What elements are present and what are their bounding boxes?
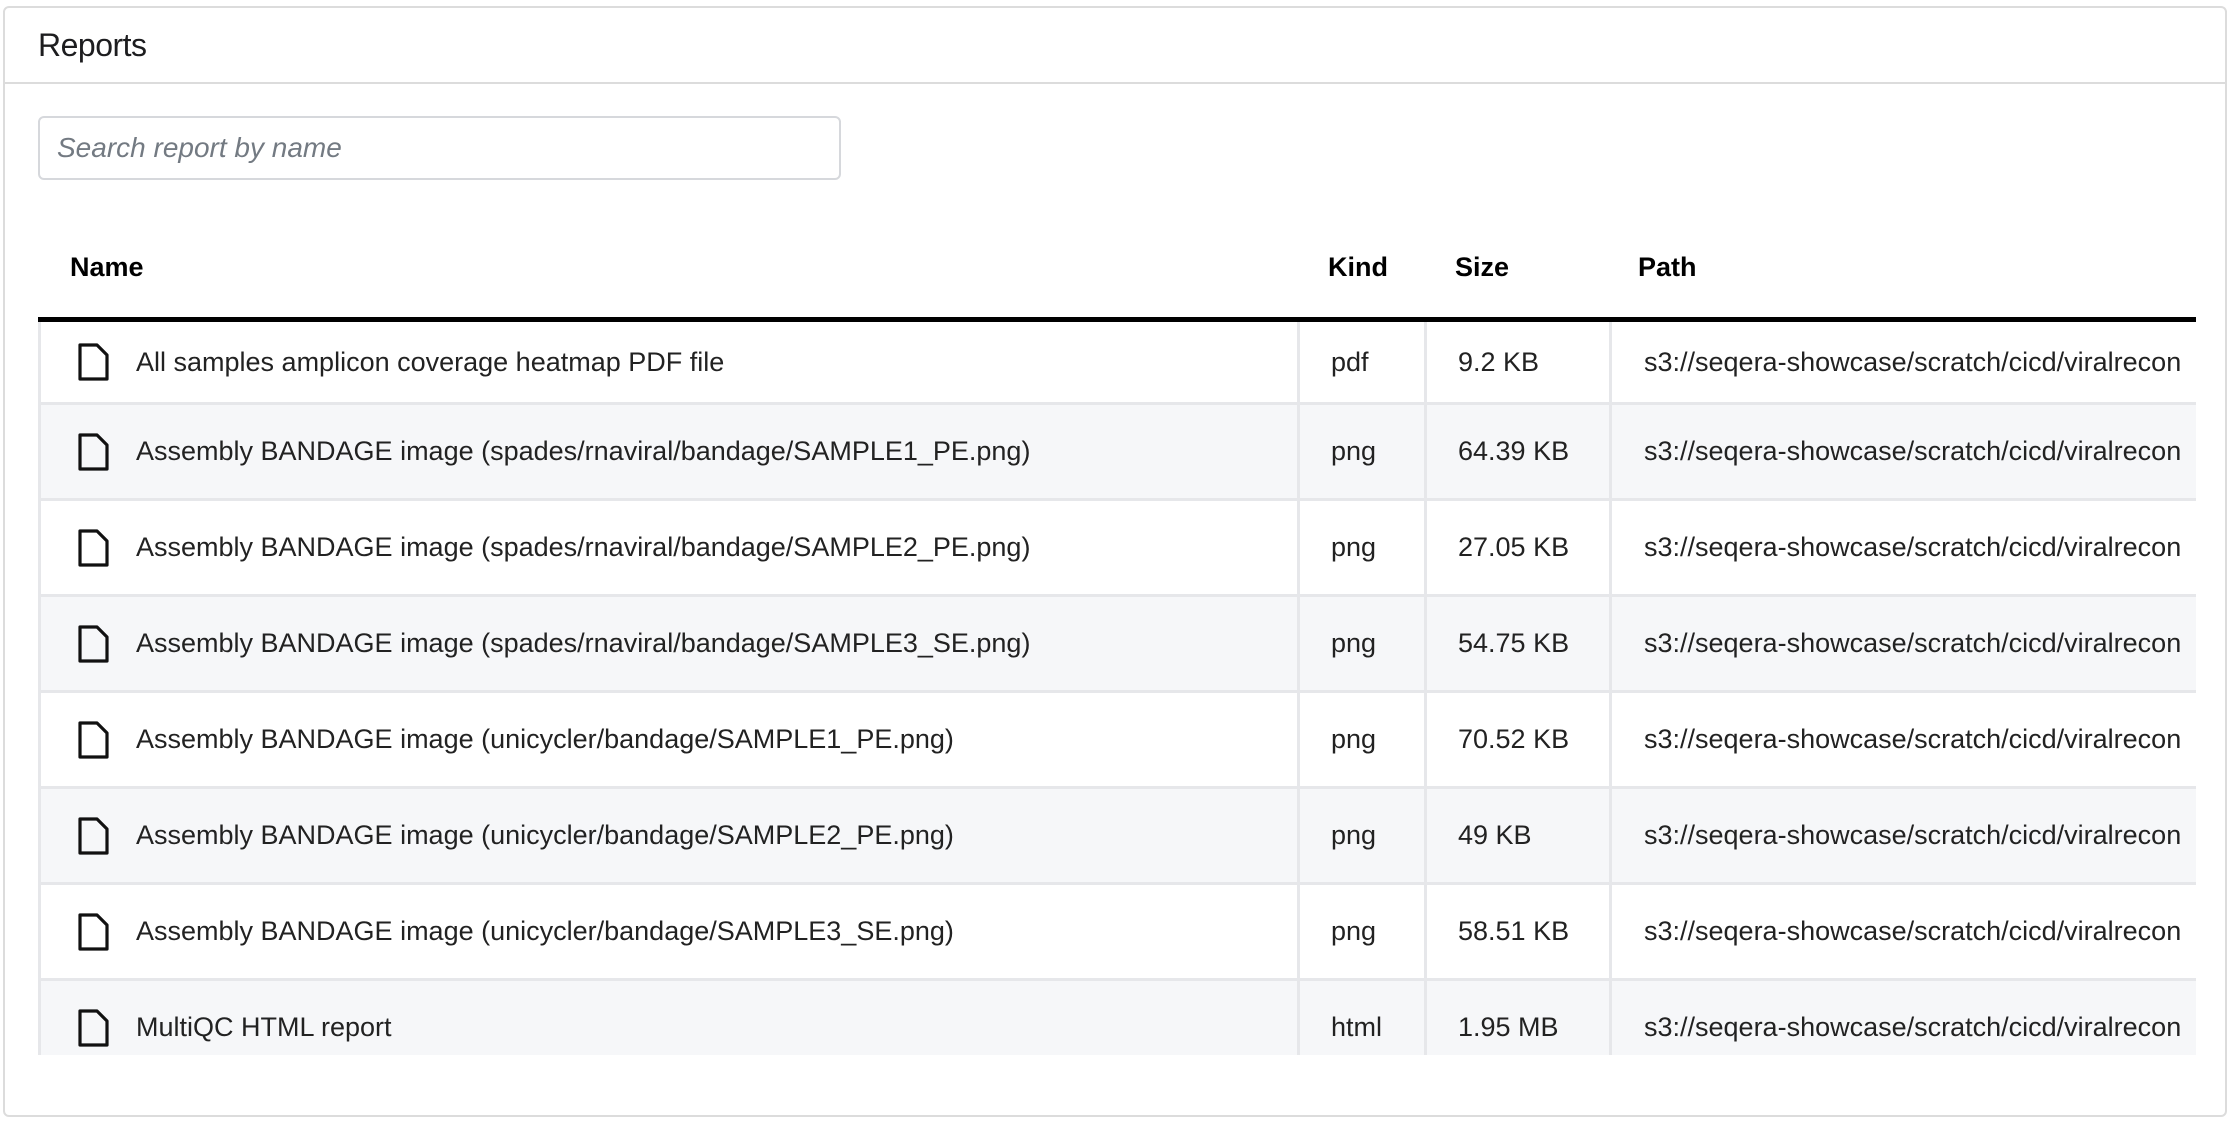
cell-size: 64.39 KB xyxy=(1424,405,1609,498)
cell-name[interactable]: MultiQC HTML report xyxy=(41,981,1297,1055)
cell-name[interactable]: Assembly BANDAGE image (unicycler/bandag… xyxy=(41,885,1297,978)
cell-path: s3://seqera-showcase/scratch/cicd/viralr… xyxy=(1609,789,2196,882)
cell-kind: png xyxy=(1297,597,1424,690)
cell-name[interactable]: Assembly BANDAGE image (spades/rnaviral/… xyxy=(41,405,1297,498)
cell-size: 49 KB xyxy=(1424,789,1609,882)
cell-kind: pdf xyxy=(1297,322,1424,402)
table-row[interactable]: Assembly BANDAGE image (spades/rnaviral/… xyxy=(38,501,2196,597)
table-row[interactable]: MultiQC HTML report html 1.95 MB s3://seqer… xyxy=(38,981,2196,1055)
column-header-kind[interactable]: Kind xyxy=(1328,252,1388,282)
report-name[interactable]: MultiQC HTML report xyxy=(136,1012,392,1042)
panel-title: Reports xyxy=(38,26,147,63)
cell-kind: html xyxy=(1297,981,1424,1055)
file-icon xyxy=(78,720,109,759)
cell-size: 9.2 KB xyxy=(1424,322,1609,402)
file-icon xyxy=(78,528,109,567)
report-name[interactable]: Assembly BANDAGE image (unicycler/bandag… xyxy=(136,916,954,946)
report-name[interactable]: Assembly BANDAGE image (unicycler/bandag… xyxy=(136,724,954,754)
cell-name[interactable]: Assembly BANDAGE image (unicycler/bandag… xyxy=(41,693,1297,786)
cell-size: 70.52 KB xyxy=(1424,693,1609,786)
report-name[interactable]: All samples amplicon coverage heatmap PD… xyxy=(136,346,725,377)
file-icon xyxy=(78,912,109,951)
report-name[interactable]: Assembly BANDAGE image (spades/rnaviral/… xyxy=(136,628,1031,658)
cell-kind: png xyxy=(1297,789,1424,882)
report-name[interactable]: Assembly BANDAGE image (spades/rnaviral/… xyxy=(136,436,1031,466)
column-header-size[interactable]: Size xyxy=(1455,252,1510,282)
cell-name[interactable]: Assembly BANDAGE image (spades/rnaviral/… xyxy=(41,501,1297,594)
table-header: Name Kind Size Path xyxy=(38,218,2196,322)
cell-size: 58.51 KB xyxy=(1424,885,1609,978)
cell-path: s3://seqera-showcase/scratch/cicd/viralr… xyxy=(1609,693,2196,786)
file-icon xyxy=(78,432,109,471)
table-row[interactable]: Assembly BANDAGE image (unicycler/bandag… xyxy=(38,885,2196,981)
cell-path: s3://seqera-showcase/scratch/cicd/viralr… xyxy=(1609,501,2196,594)
cell-kind: png xyxy=(1297,885,1424,978)
cell-kind: png xyxy=(1297,405,1424,498)
cell-size: 27.05 KB xyxy=(1424,501,1609,594)
cell-path: s3://seqera-showcase/scratch/cicd/viralr… xyxy=(1609,405,2196,498)
file-icon xyxy=(78,624,109,663)
cell-path: s3://seqera-showcase/scratch/cicd/viralr… xyxy=(1609,885,2196,978)
cell-path: s3://seqera-showcase/scratch/cicd/viralr… xyxy=(1609,322,2196,402)
file-icon xyxy=(78,816,109,855)
table-row[interactable]: Assembly BANDAGE image (spades/rnaviral/… xyxy=(38,597,2196,693)
table-row[interactable]: Assembly BANDAGE image (unicycler/bandag… xyxy=(38,789,2196,885)
cell-path: s3://seqera-showcase/scratch/cicd/viralr… xyxy=(1609,597,2196,690)
report-name[interactable]: Assembly BANDAGE image (spades/rnaviral/… xyxy=(136,532,1031,562)
cell-size: 1.95 MB xyxy=(1424,981,1609,1055)
table-row[interactable]: Assembly BANDAGE image (spades/rnaviral/… xyxy=(38,405,2196,501)
cell-size: 54.75 KB xyxy=(1424,597,1609,690)
table-body: All samples amplicon coverage heatmap PD… xyxy=(38,322,2196,1055)
reports-panel: Reports Name Kind Size Path All samples … xyxy=(3,6,2227,1117)
cell-name[interactable]: Assembly BANDAGE image (unicycler/bandag… xyxy=(41,789,1297,882)
cell-name[interactable]: Assembly BANDAGE image (spades/rnaviral/… xyxy=(41,597,1297,690)
column-header-path[interactable]: Path xyxy=(1638,252,1697,282)
cell-kind: png xyxy=(1297,501,1424,594)
cell-path: s3://seqera-showcase/scratch/cicd/viralr… xyxy=(1609,981,2196,1055)
panel-header: Reports xyxy=(5,8,2225,84)
column-header-name[interactable]: Name xyxy=(70,252,144,282)
file-icon xyxy=(78,343,109,381)
reports-table: Name Kind Size Path All samples amplicon… xyxy=(38,218,2196,1055)
cell-kind: png xyxy=(1297,693,1424,786)
table-row[interactable]: All samples amplicon coverage heatmap PD… xyxy=(38,322,2196,405)
table-row[interactable]: Assembly BANDAGE image (unicycler/bandag… xyxy=(38,693,2196,789)
file-icon xyxy=(78,1008,109,1047)
report-name[interactable]: Assembly BANDAGE image (unicycler/bandag… xyxy=(136,820,954,850)
cell-name[interactable]: All samples amplicon coverage heatmap PD… xyxy=(41,322,1297,402)
search-input[interactable] xyxy=(38,116,841,180)
